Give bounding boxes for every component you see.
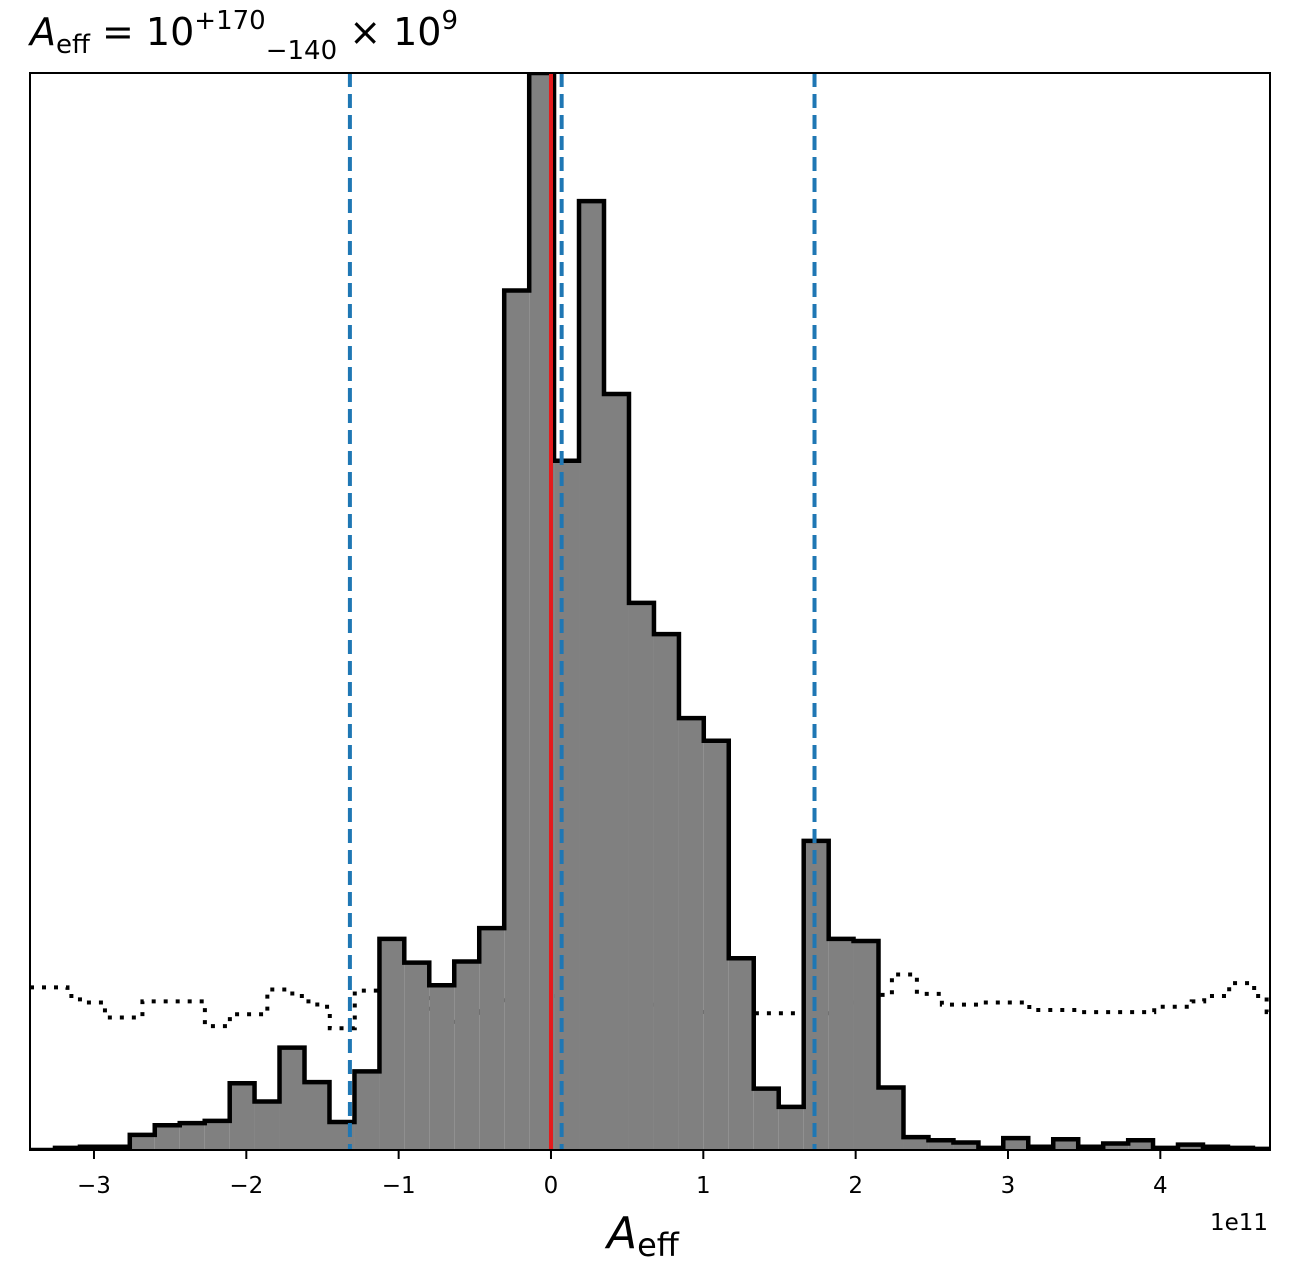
histogram-bar [903,1137,929,1150]
histogram-bar [703,740,729,1150]
x-axis-label-subscript: eff [637,1226,680,1264]
histogram-bar [254,1101,280,1150]
histogram-bar [653,634,679,1150]
histogram-bar [853,941,879,1150]
histogram-bar [603,393,629,1150]
x-tick-label: 4 [1153,1173,1168,1199]
histogram-bar [179,1123,205,1150]
x-axis-label: Aeff [604,1208,680,1264]
histogram-bar [154,1125,180,1150]
histogram-bar [579,201,604,1150]
histogram-bar [379,938,405,1150]
title-superscript: +170 [194,6,265,36]
histogram-outline [30,73,1270,1150]
histogram-bar [953,1142,979,1150]
x-axis-offset-text: 1e11 [1210,1210,1268,1236]
x-axis-label-symbol: A [604,1208,637,1259]
histogram-bar [479,928,505,1150]
title-subscript: eff [56,30,91,60]
histogram-bar [279,1047,305,1150]
title-exponent: 9 [441,6,458,36]
histogram-bar [728,958,754,1150]
histogram-bar [828,938,854,1150]
x-tick-label: −1 [382,1173,416,1199]
histogram-bar [1003,1138,1029,1150]
title-lower-index: −140 [266,36,337,66]
x-tick-label: 0 [544,1173,559,1199]
histogram-bar [778,1106,804,1150]
histogram-bar [429,985,455,1150]
histogram-bar [454,961,480,1150]
prior-dotted-path [30,972,1270,1031]
histogram-bar [354,1071,380,1150]
histogram-bar [229,1083,255,1150]
x-tick-label: −3 [77,1173,111,1199]
plot-frame [29,72,1271,1151]
histogram-bar [129,1134,155,1150]
x-tick-label: 2 [848,1173,863,1199]
posterior-histogram [30,73,1270,1150]
quantile-lines [347,73,817,1150]
prior-distribution-line [30,972,1270,1031]
histogram-bar [554,460,580,1150]
histogram-bar [1103,1143,1129,1150]
title-times: × 10 [337,10,441,54]
histogram-bar [678,718,704,1150]
histogram-bar [404,962,430,1150]
x-axis-ticks: −3 −2 −1 0 1 2 3 4 [77,1150,1168,1199]
x-tick-label: 3 [1001,1173,1016,1199]
histogram-bar [878,1087,904,1150]
histogram-bar [304,1082,330,1150]
histogram-bar [1053,1139,1079,1150]
histogram-bar [928,1140,954,1150]
title-symbol: A [27,10,56,54]
histogram-bar [204,1120,230,1150]
title-equals: = 10 [90,10,194,54]
chart-title: Aeff = 10+170−140 × 109 [27,6,458,66]
x-tick-label: 1 [696,1173,711,1199]
histogram-bar [1128,1140,1154,1150]
histogram-bar [504,290,530,1150]
histogram-bar [753,1088,779,1150]
histogram-bar [1177,1144,1203,1150]
histogram-bar [628,602,654,1150]
x-tick-label: −2 [229,1173,263,1199]
